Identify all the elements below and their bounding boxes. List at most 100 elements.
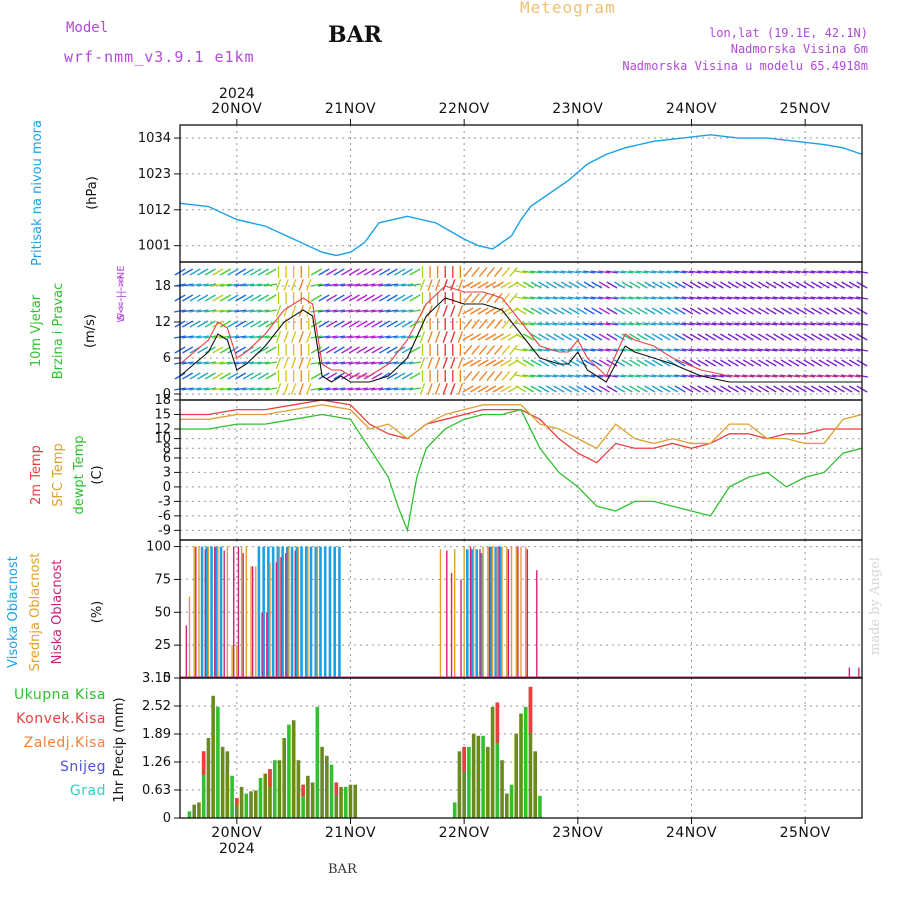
- wind-arrow: [552, 322, 565, 326]
- wind-arrow: [219, 268, 231, 276]
- wind-arrow: [333, 309, 346, 313]
- wind-arrow: [674, 270, 687, 274]
- wind-arrow: [181, 283, 194, 287]
- wind-arrow: [363, 346, 375, 354]
- wind-arrow: [235, 268, 247, 276]
- wind-arrow: [298, 331, 304, 343]
- wind-arrow: [795, 359, 807, 367]
- year-top: 2024: [219, 86, 255, 102]
- wind-arrow: [371, 361, 384, 365]
- wind-arrow: [712, 348, 725, 352]
- wind-arrow: [651, 322, 664, 326]
- wind-arrow: [750, 307, 762, 315]
- wind-arrow: [795, 333, 807, 341]
- wind-arrow: [576, 333, 588, 341]
- wind-arrow: [326, 346, 338, 354]
- precip-tick-label: 3.15: [142, 671, 171, 686]
- wind-arrow: [371, 283, 384, 287]
- wind-arrow: [803, 281, 815, 289]
- wind-arrow: [787, 296, 800, 300]
- wind-arrow: [712, 359, 724, 367]
- wind-arrow: [697, 281, 709, 289]
- wind-arrow: [712, 385, 724, 393]
- wind-arrow: [242, 268, 254, 276]
- precip-bar: [230, 775, 234, 818]
- wind-arrow: [450, 331, 456, 343]
- wind-arrow: [189, 387, 202, 391]
- wind-arrow: [530, 296, 543, 300]
- wind-arrow: [326, 268, 338, 276]
- wind-arrow: [317, 309, 330, 313]
- wind-arrow: [696, 270, 709, 274]
- x-tick-label-bottom: 25NOV: [780, 825, 831, 841]
- temp-series-1: [180, 404, 863, 450]
- wind-arrow: [840, 348, 853, 352]
- wind-arrow: [553, 281, 565, 289]
- wind-arrow: [802, 270, 815, 274]
- wind-arrow: [765, 348, 778, 352]
- precip-tick-label: 1.26: [142, 755, 171, 770]
- meteogram-label: Meteogram: [520, 0, 616, 17]
- wind-arrow: [628, 296, 641, 300]
- wind-arrow: [257, 361, 270, 365]
- wind-arrow: [575, 296, 588, 300]
- precip-bar: [306, 775, 310, 818]
- pressure-tick-label: 1001: [138, 239, 171, 254]
- precip-bar: [206, 738, 211, 818]
- wind-arrow: [355, 335, 368, 339]
- wind-arrow: [773, 307, 785, 315]
- wind-arrow: [492, 307, 504, 315]
- wind-arrow: [553, 359, 565, 367]
- wind-arrow: [788, 333, 800, 341]
- precip-bar: [457, 751, 462, 818]
- wind-arrow: [182, 320, 194, 328]
- wind-arrow: [826, 359, 838, 367]
- wind-arrow: [204, 361, 217, 365]
- precip-bar: [353, 784, 358, 818]
- wind-arrow: [378, 387, 391, 391]
- wind-arrow: [811, 281, 823, 289]
- wind-arrow: [757, 270, 770, 274]
- wind-arrow: [326, 372, 338, 380]
- wind-arrow: [485, 359, 497, 367]
- wind-arrow: [659, 281, 671, 289]
- cloud-ylabel-low: Niska Oblacnost: [50, 560, 65, 665]
- wind-arrow: [182, 268, 194, 276]
- wind-arrow: [696, 296, 709, 300]
- wind-arrow: [249, 387, 262, 391]
- wind-arrow: [651, 333, 663, 341]
- wind-arrow: [348, 387, 361, 391]
- wind-arrow: [590, 348, 603, 352]
- wind-arrow: [651, 359, 663, 367]
- wind-arrow: [318, 268, 330, 276]
- wind-arrow: [492, 359, 504, 367]
- temp-tick-label: 15: [154, 407, 171, 422]
- x-tick-label-top: 24NOV: [666, 101, 717, 117]
- wind-arrow: [810, 348, 823, 352]
- wind-arrow: [765, 296, 778, 300]
- model-name: wrf-nmm_v3.9.1 e1km: [64, 48, 255, 66]
- temp-ylabel-2m: 2m Temp: [29, 445, 44, 505]
- precip-legend-item: Zaledj.Kisa: [24, 735, 106, 751]
- precip-bar: [504, 793, 509, 818]
- wind-arrow: [257, 372, 269, 380]
- wind-arrow: [727, 270, 740, 274]
- wind-arrow: [727, 333, 739, 341]
- wind-arrow: [500, 307, 512, 315]
- wind-arrow: [485, 281, 497, 289]
- wind-arrow: [478, 292, 488, 304]
- wind-arrow: [576, 307, 588, 315]
- x-tick-label-bottom: 21NOV: [325, 825, 376, 841]
- wind-arrow: [394, 320, 406, 328]
- wind-arrow: [568, 296, 581, 300]
- wind-arrow: [356, 346, 368, 354]
- wind-arrow: [598, 307, 610, 315]
- wind-arrow: [811, 385, 823, 393]
- wind-arrow: [325, 309, 338, 313]
- wind-arrow: [386, 372, 398, 380]
- wind-arrow: [442, 279, 448, 291]
- wind-arrow: [212, 372, 224, 380]
- wind-arrow: [568, 333, 580, 341]
- wind-arrow: [182, 294, 194, 302]
- wind-arrow: [298, 357, 304, 369]
